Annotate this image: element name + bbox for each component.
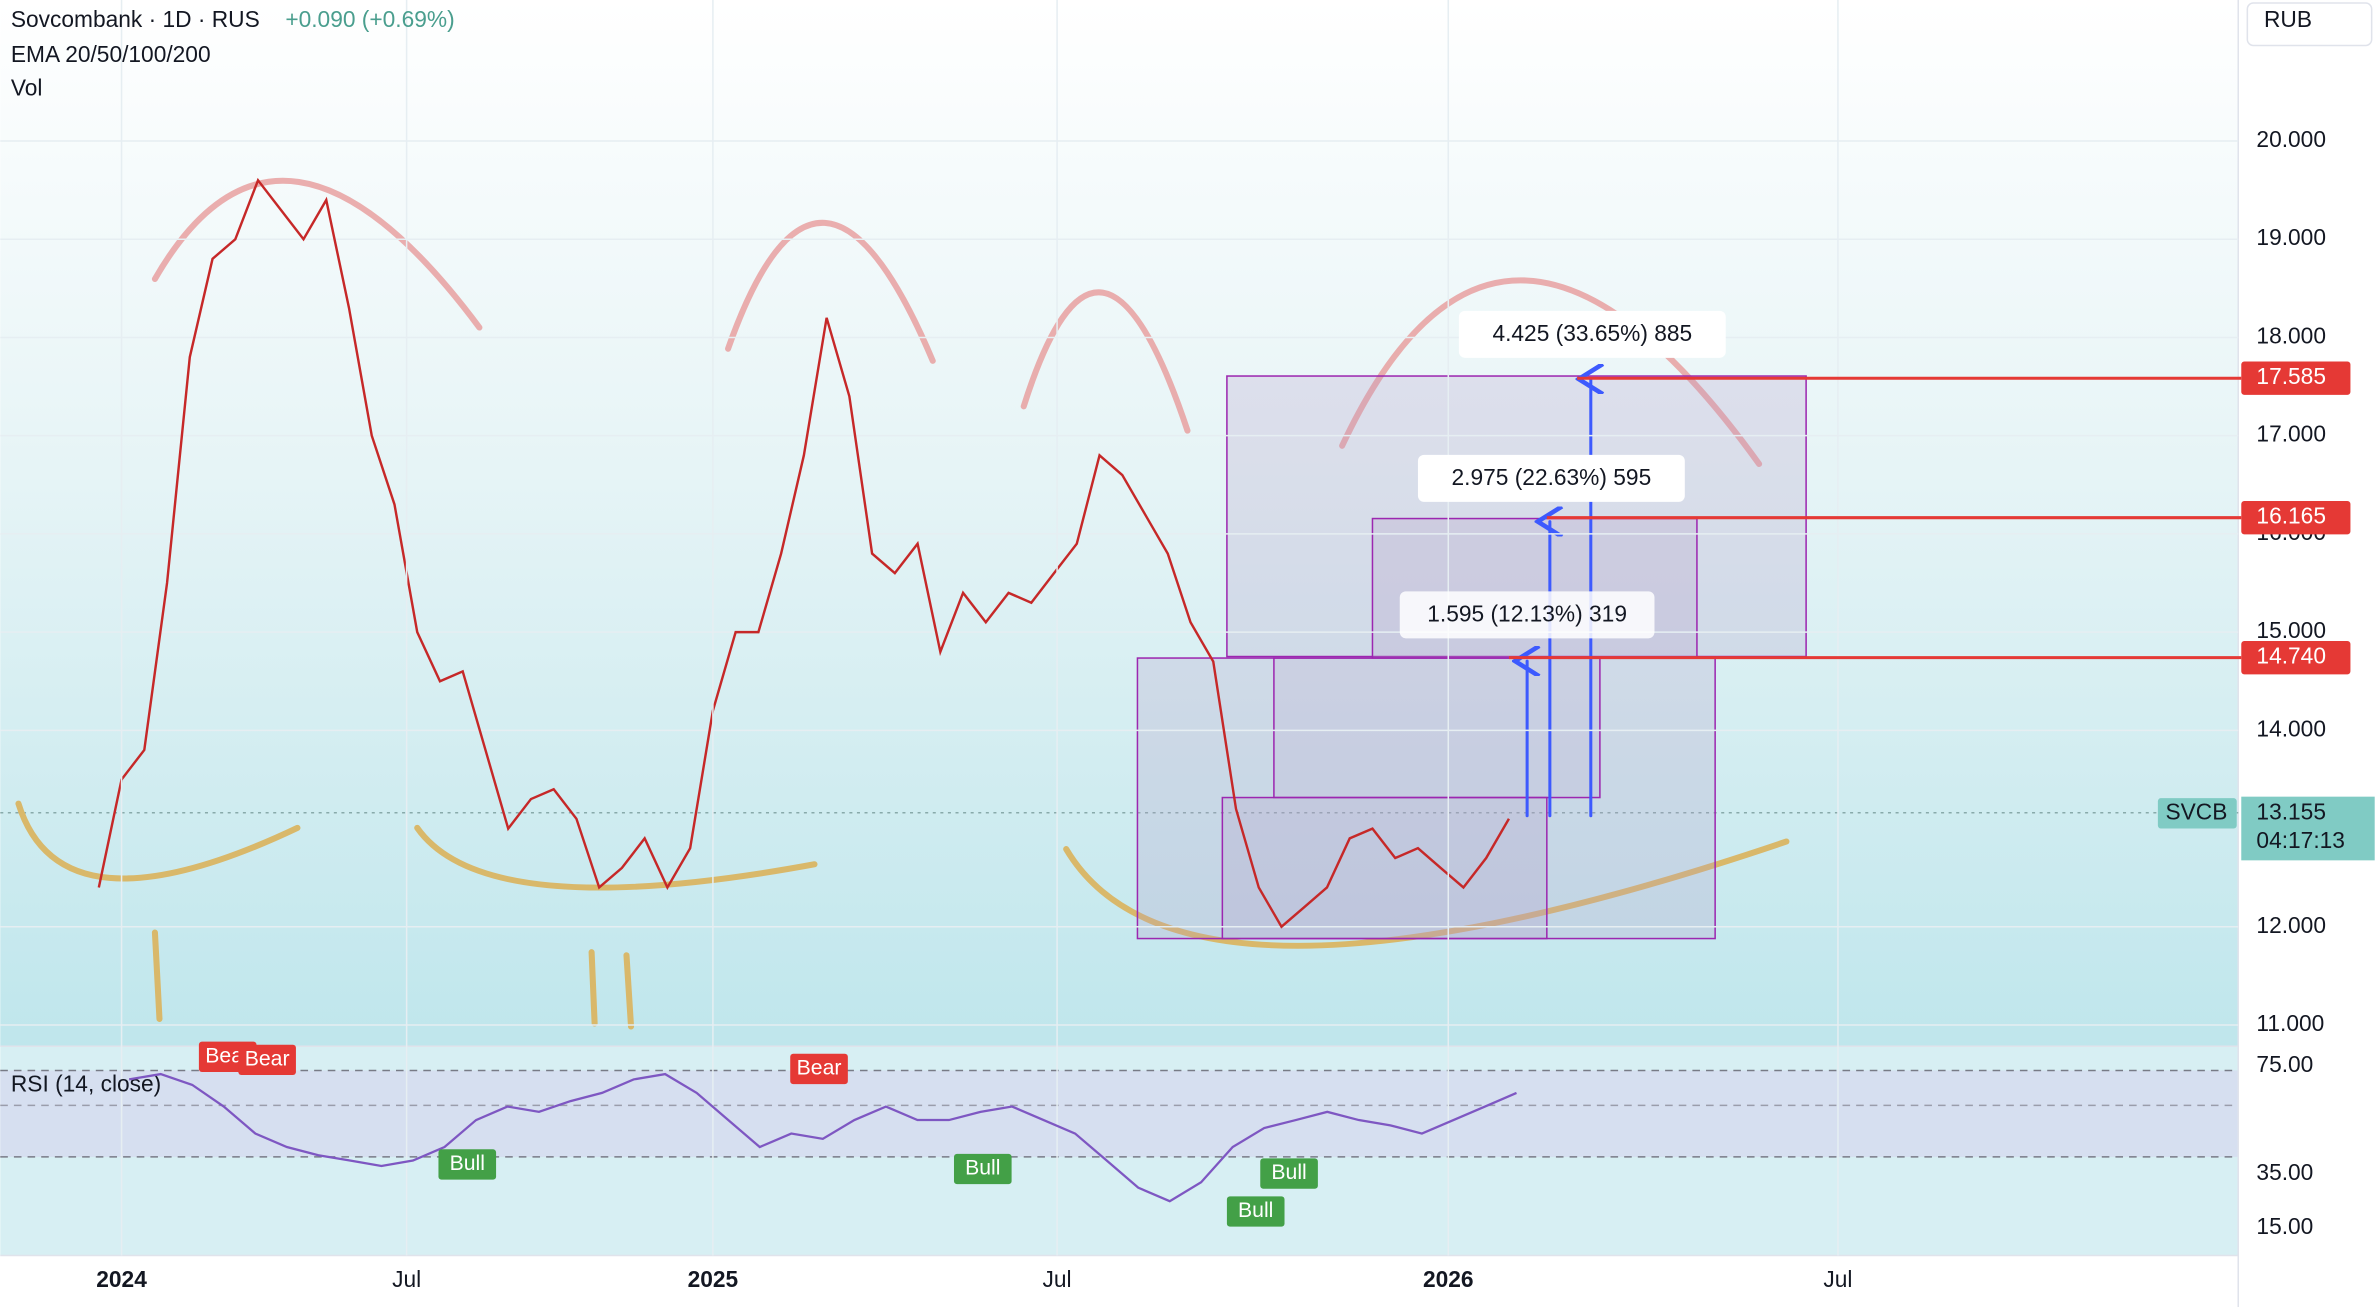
marks [151, 929, 635, 1030]
arc [1020, 289, 1191, 434]
measure-box [1399, 591, 1655, 639]
price-tick-label: 20.000 [2256, 126, 2326, 152]
measure-box [1417, 454, 1685, 502]
time-label: Jul [1823, 1266, 1852, 1292]
symbol-tag-label: SVCB [2165, 798, 2227, 824]
price-line [97, 177, 1510, 929]
price-tick-label: 14.000 [2256, 715, 2326, 741]
price-tick-label: 12.000 [2256, 912, 2326, 938]
signal-label: Bear [797, 1057, 842, 1080]
change: +0.090 (+0.69%) [285, 6, 454, 32]
time-label: 2024 [96, 1266, 147, 1292]
rsi-tick-label: 15.00 [2256, 1213, 2313, 1239]
price-tick-label: 15.000 [2256, 617, 2326, 643]
time-axis [0, 1255, 2239, 1307]
arc [1063, 838, 1790, 949]
rsi-band [0, 1070, 2239, 1157]
measure-box [1458, 310, 1726, 358]
arc [414, 824, 818, 891]
currency[interactable]: RUB [2264, 6, 2312, 32]
arc [15, 800, 301, 882]
rsi-tick-label: 75.00 [2256, 1051, 2313, 1077]
signal-tag [238, 1044, 296, 1076]
signal-tag [953, 1153, 1012, 1185]
signal-label: Bull [1238, 1199, 1273, 1222]
price-tick-label: 17.000 [2256, 421, 2326, 447]
last-price-label: 13.155 [2256, 798, 2326, 824]
price-marker-label: 17.585 [2256, 363, 2326, 389]
symbol-tag [2157, 798, 2237, 829]
price-marker [2241, 361, 2351, 395]
indicator: Vol [11, 74, 43, 100]
arc [151, 177, 483, 331]
time-label: 2025 [688, 1266, 739, 1292]
price-tick-label: 18.000 [2256, 322, 2326, 348]
signal-tag [790, 1053, 848, 1085]
signal-tag [438, 1149, 497, 1180]
price-marker-label: 16.165 [2256, 503, 2326, 529]
rsi-title: RSI (14, close) [11, 1071, 161, 1097]
arc [725, 219, 936, 364]
currency-box[interactable] [2246, 2, 2373, 47]
time-label: 2026 [1423, 1266, 1474, 1292]
rsi-line [128, 1072, 1517, 1203]
measure-label: 1.595 (12.13%) 319 [1427, 601, 1627, 627]
price-pane [0, 0, 2239, 1047]
symbol: Sovcombank · 1D · RUS [11, 6, 260, 32]
countdown: 04:17:13 [2256, 827, 2345, 853]
signal-label: Bear [245, 1047, 290, 1070]
price-marker [2241, 501, 2351, 535]
box [1221, 796, 1548, 940]
signal-label: Bull [450, 1152, 485, 1175]
signal-label: Bull [1271, 1161, 1306, 1184]
last-price-marker [2241, 796, 2375, 861]
price-marker [2241, 640, 2351, 675]
indicator: EMA 20/50/100/200 [11, 41, 211, 67]
measure-label: 2.975 (22.63%) 595 [1452, 464, 1652, 490]
signal-tag [1226, 1196, 1285, 1227]
measure-label: 4.425 (33.65%) 885 [1492, 320, 1692, 346]
time-label: Jul [1043, 1266, 1072, 1292]
rsi-tick-label: 35.00 [2256, 1159, 2313, 1185]
series-layer [0, 0, 2239, 1256]
price-tick-label: 11.000 [2256, 1010, 2324, 1036]
time-label: Jul [392, 1266, 421, 1292]
price-tick-label: 19.000 [2256, 224, 2326, 250]
signal-tag [1260, 1158, 1318, 1189]
signal-label: Bull [965, 1157, 1000, 1180]
price-marker-label: 14.740 [2256, 643, 2326, 669]
